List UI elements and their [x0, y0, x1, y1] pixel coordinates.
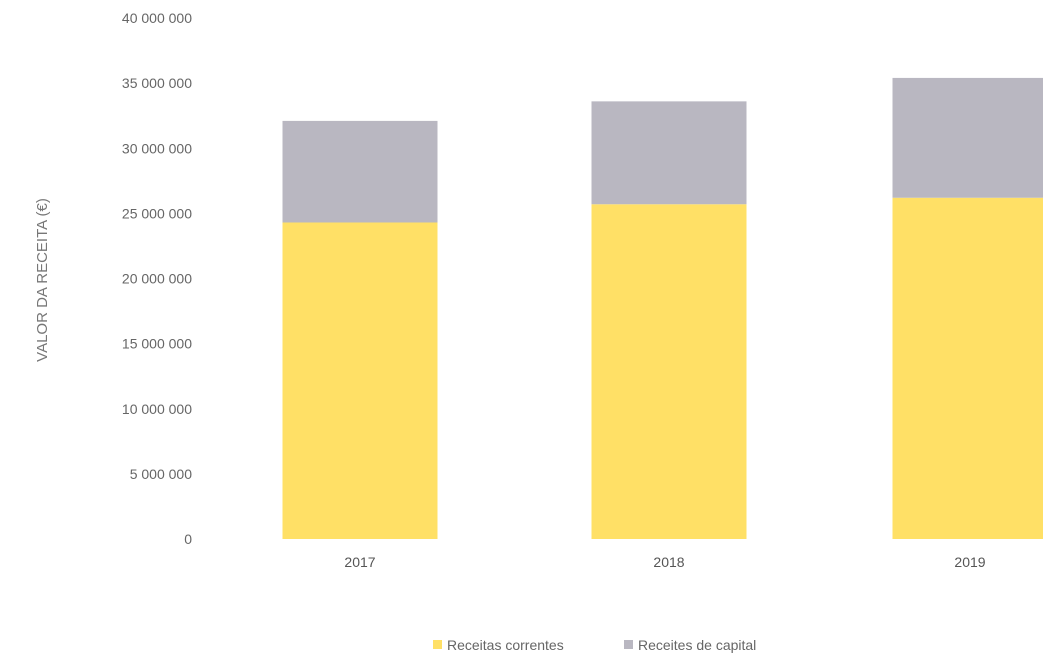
y-tick-label: 15 000 000 [122, 336, 192, 352]
y-tick-label: 10 000 000 [122, 401, 192, 417]
y-tick-label: 40 000 000 [122, 10, 192, 26]
bar-segment-receitas-capital [283, 121, 438, 223]
bar-segment-receitas-capital [592, 101, 747, 204]
legend-swatch [624, 640, 633, 649]
y-tick-label: 30 000 000 [122, 140, 192, 156]
bars-group [283, 78, 1043, 539]
y-tick-label: 25 000 000 [122, 205, 192, 221]
y-axis-title: VALOR DA RECEITA (€) [34, 198, 51, 362]
x-tick-label: 2018 [653, 554, 684, 570]
y-axis-title-group: VALOR DA RECEITA (€) [34, 198, 51, 362]
y-axis-ticks: 0 5 000 000 10 000 000 15 000 000 20 000 000… [122, 10, 192, 547]
y-tick-label: 20 000 000 [122, 271, 192, 287]
bar-segment-receitas-capital [893, 78, 1043, 198]
legend: Receitas correntes Receites de capital [433, 637, 756, 653]
bar-segment-receitas-correntes [893, 198, 1043, 539]
y-tick-label: 5 000 000 [130, 466, 192, 482]
y-tick-label: 0 [184, 531, 192, 547]
legend-swatch [433, 640, 442, 649]
legend-label: Receitas correntes [447, 637, 564, 653]
x-axis-ticks: 2017 2018 2019 [344, 554, 985, 570]
x-tick-label: 2019 [954, 554, 985, 570]
bar-segment-receitas-correntes [283, 222, 438, 539]
legend-label: Receites de capital [638, 637, 756, 653]
bar-segment-receitas-correntes [592, 204, 747, 539]
y-tick-label: 35 000 000 [122, 75, 192, 91]
x-tick-label: 2017 [344, 554, 375, 570]
